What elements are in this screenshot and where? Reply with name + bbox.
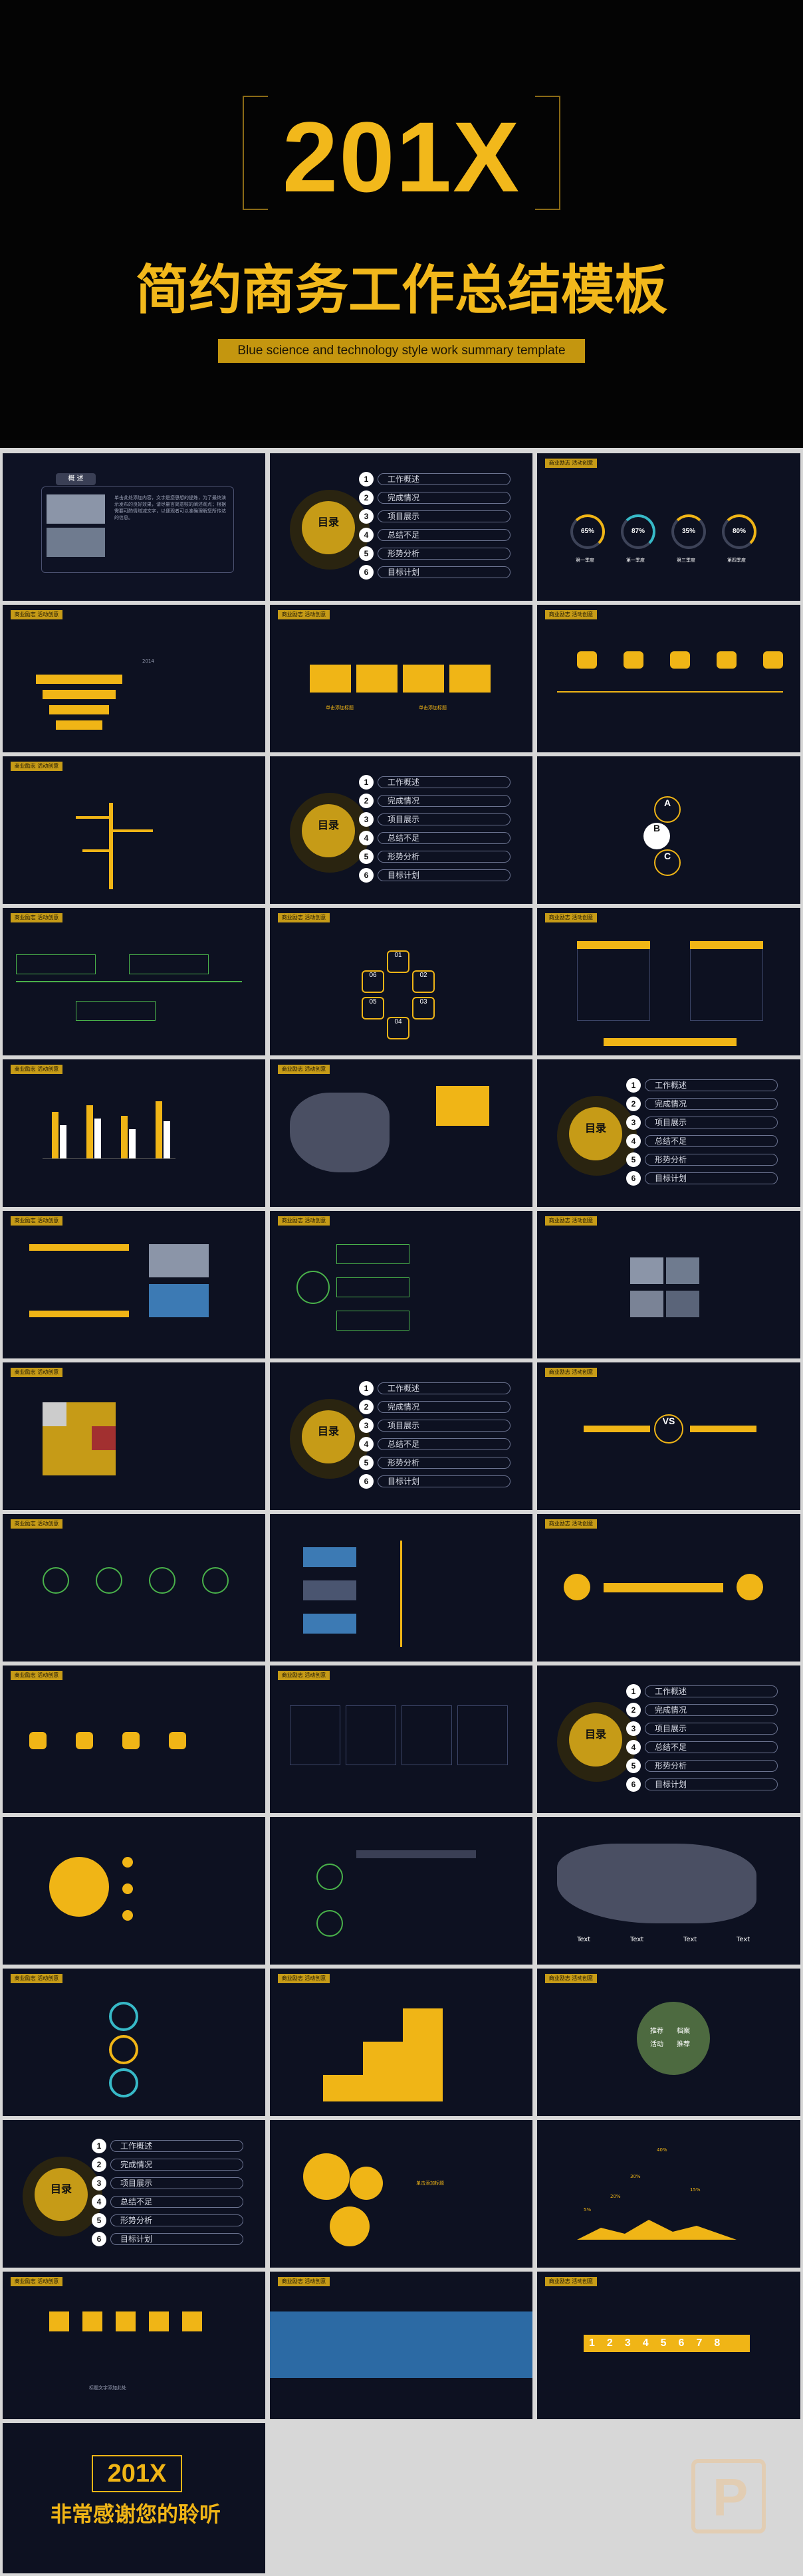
slide-icon-grid[interactable]: 商业励志 活动创意 标题文字添加此处 [3, 2272, 265, 2419]
slide-number-blocks[interactable]: 商业励志 活动创意 12345678 [537, 2272, 800, 2419]
slide-overview[interactable]: 概 述 单击此处添加内容，文字是您思想的提炼，为了最终演示发布的良好效果，请尽量… [3, 453, 265, 601]
agenda-item[interactable]: 总结不足 [378, 832, 511, 844]
slide-gear[interactable]: 商业励志 活动创意 推荐 档案 活动 推荐 [537, 1969, 800, 2116]
agenda-item[interactable]: 工作概述 [110, 2140, 243, 2152]
slide-hex-flow[interactable]: 商业励志 活动创意 [3, 1665, 265, 1813]
ring: 80% [722, 514, 756, 549]
slide-bar-chart[interactable]: 商业励志 活动创意 [3, 1059, 265, 1207]
agenda-item[interactable]: 完成情况 [645, 1098, 778, 1110]
slide-rings[interactable]: 商业励志 活动创意 65% 87% 35% 80% 第一季度 第一季度 第三季度… [537, 453, 800, 601]
slide-agenda[interactable]: 目录 1 工作概述 2 完成情况 3 项目展示 4 总结不足 5 形势分析 6 目标计划 [537, 1059, 800, 1207]
slide-timeline[interactable]: 商业励志 活动创意 [537, 605, 800, 752]
ring: 87% [621, 514, 655, 549]
slide-world-map[interactable]: Text Text Text Text [537, 1817, 800, 1965]
agenda-item[interactable]: 工作概述 [645, 1079, 778, 1091]
slide-agenda[interactable]: 目录 1 工作概述 2 完成情况 3 项目展示 4 总结不足 5 形势分析 6 目标计划 [537, 1665, 800, 1813]
ring: 65% [570, 514, 605, 549]
title-frame [243, 96, 560, 210]
slide-abc[interactable]: A B C [537, 756, 800, 904]
slide-arrows[interactable]: 商业励志 活动创意 [537, 1514, 800, 1662]
agenda-item[interactable]: 总结不足 [110, 2196, 243, 2208]
watermark-logo [691, 2459, 766, 2533]
agenda-item[interactable]: 目标计划 [378, 869, 511, 881]
agenda-item[interactable]: 目标计划 [378, 566, 511, 578]
slide-ring-chain[interactable]: 商业励志 活动创意 [3, 1969, 265, 2116]
slide-two-columns[interactable]: 商业励志 活动创意 [537, 908, 800, 1055]
agenda-item[interactable]: 完成情况 [645, 1704, 778, 1716]
agenda-item[interactable]: 项目展示 [378, 1420, 511, 1432]
agenda-item[interactable]: 完成情况 [378, 492, 511, 504]
agenda-item[interactable]: 工作概述 [378, 1382, 511, 1394]
slide-tree[interactable]: 商业励志 活动创意 [3, 756, 265, 904]
slide-agenda[interactable]: 目录 1 工作概述 2 完成情况 3 项目展示 4 总结不足 5 形势分析 6 目标计划 [3, 2120, 265, 2268]
slide-circles-row[interactable]: 商业励志 活动创意 [3, 1514, 265, 1662]
slide-ending[interactable]: 201X 非常感谢您的聆听 [3, 2423, 265, 2573]
ending-number: 201X [92, 2455, 182, 2492]
slide-question[interactable] [3, 1817, 265, 1965]
agenda-item[interactable]: 形势分析 [645, 1154, 778, 1166]
agenda-item[interactable]: 形势分析 [110, 2214, 243, 2226]
agenda-item[interactable]: 总结不足 [378, 529, 511, 541]
ending-title: 非常感谢您的聆听 [50, 2502, 221, 2527]
agenda-item[interactable]: 总结不足 [645, 1135, 778, 1147]
slide-four-columns[interactable]: 商业励志 活动创意 [270, 1665, 532, 1813]
slide-banner-photo[interactable]: 商业励志 活动创意 [270, 2272, 532, 2419]
slide-agenda[interactable]: 目录 1 工作概述 2 完成情况 3 项目展示 4 总结不足 5 形势分析 6 目标计划 [270, 453, 532, 601]
agenda-item[interactable]: 形势分析 [378, 851, 511, 863]
agenda-item[interactable]: 项目展示 [378, 813, 511, 825]
ring: 35% [671, 514, 706, 549]
agenda-item[interactable]: 工作概述 [645, 1685, 778, 1697]
agenda-item[interactable]: 总结不足 [645, 1741, 778, 1753]
agenda-item[interactable]: 完成情况 [110, 2159, 243, 2171]
agenda-item[interactable]: 工作概述 [378, 776, 511, 788]
agenda-item[interactable]: 工作概述 [378, 473, 511, 485]
slide-agenda[interactable]: 目录 1 工作概述 2 完成情况 3 项目展示 4 总结不足 5 形势分析 6 目标计划 [270, 1362, 532, 1510]
agenda-badge: 目录 [302, 501, 355, 554]
title-slide[interactable]: 201X 简约商务工作总结模板 Blue science and technol… [0, 0, 803, 448]
agenda-item[interactable]: 项目展示 [645, 1117, 778, 1128]
photo [47, 494, 105, 524]
agenda-item[interactable]: 目标计划 [645, 1778, 778, 1790]
slide-mindmap[interactable]: 商业励志 活动创意 [270, 1211, 532, 1358]
hero-subtitle: Blue science and technology style work s… [218, 339, 585, 363]
slide-vs[interactable]: 商业励志 活动创意 VS [537, 1362, 800, 1510]
agenda-item[interactable]: 目标计划 [110, 2233, 243, 2245]
hero-number: 201X [282, 101, 521, 213]
photo [47, 528, 105, 557]
slide-text-photos[interactable]: 商业励志 活动创意 [3, 1211, 265, 1358]
overview-text: 单击此处添加内容，文字是您思想的提炼，为了最终演示发布的良好效果，请尽量言简意赅… [114, 495, 226, 520]
slide-hexagons[interactable]: 商业励志 活动创意 01 02 03 04 05 06 [270, 908, 532, 1055]
slide-gears[interactable]: 单击添加标题 [270, 2120, 532, 2268]
slide-photo-grid[interactable]: 商业励志 活动创意 [537, 1211, 800, 1358]
agenda-item[interactable]: 目标计划 [378, 1475, 511, 1487]
agenda-item[interactable]: 项目展示 [110, 2177, 243, 2189]
slide-steps[interactable]: 商业励志 活动创意 [3, 908, 265, 1055]
agenda-item[interactable]: 形势分析 [378, 1457, 511, 1469]
agenda-item[interactable]: 形势分析 [378, 548, 511, 560]
agenda-item[interactable]: 总结不足 [378, 1438, 511, 1450]
slide-peaks[interactable]: 40% 30% 20% 15% 5% [537, 2120, 800, 2268]
vs-badge: VS [654, 1414, 683, 1444]
slide-icons[interactable]: 商业励志 活动创意 单击添加标题 单击添加标题 [270, 605, 532, 752]
slide-vertical-timeline[interactable] [270, 1514, 532, 1662]
hero-title: 简约商务工作总结模板 [136, 259, 667, 321]
slide-stairs[interactable]: 商业励志 活动创意 [270, 1969, 532, 2116]
slide-mosaic[interactable]: 商业励志 活动创意 [3, 1362, 265, 1510]
overview-label: 概 述 [56, 473, 96, 485]
slide-china-map[interactable]: 商业励志 活动创意 [270, 1059, 532, 1207]
agenda-item[interactable]: 完成情况 [378, 795, 511, 807]
slide-pros-cons[interactable] [270, 1817, 532, 1965]
agenda-item[interactable]: 项目展示 [378, 510, 511, 522]
slide-funnel[interactable]: 商业励志 活动创意 2014 [3, 605, 265, 752]
slide-agenda[interactable]: 目录 1 工作概述 2 完成情况 3 项目展示 4 总结不足 5 形势分析 6 目标计划 [270, 756, 532, 904]
agenda-item[interactable]: 目标计划 [645, 1172, 778, 1184]
agenda-item[interactable]: 完成情况 [378, 1401, 511, 1413]
agenda-item[interactable]: 形势分析 [645, 1760, 778, 1772]
agenda-item[interactable]: 项目展示 [645, 1723, 778, 1735]
overview-panel [41, 486, 234, 573]
